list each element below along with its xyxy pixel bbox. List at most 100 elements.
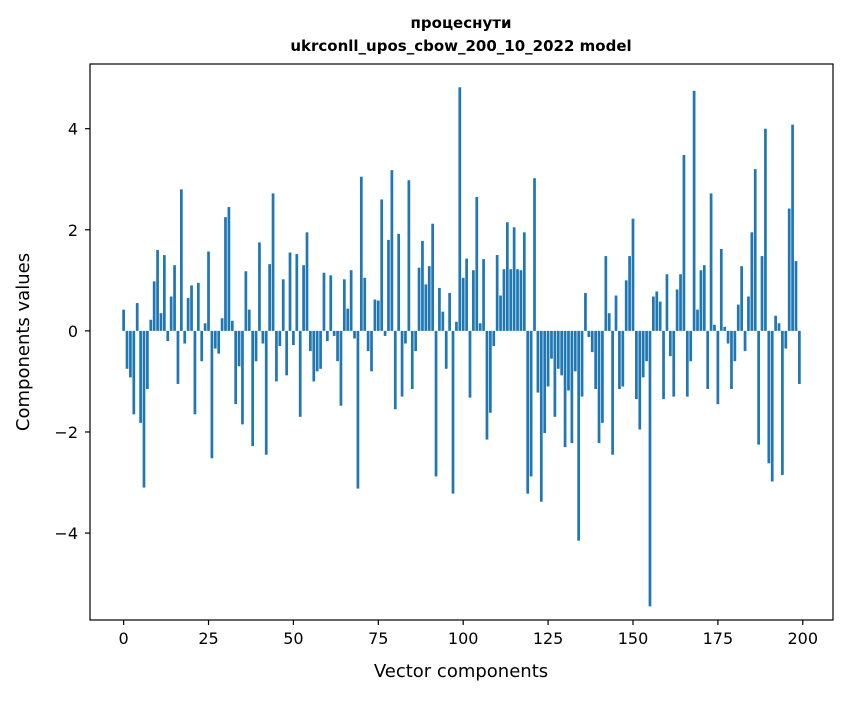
bar xyxy=(309,330,312,352)
y-tick-label: −2 xyxy=(54,423,78,442)
bar xyxy=(529,330,533,477)
bar xyxy=(142,330,146,488)
bar xyxy=(156,250,159,331)
bar xyxy=(200,330,204,362)
bar xyxy=(536,330,540,393)
bar xyxy=(716,330,720,405)
bar xyxy=(696,309,699,331)
bar xyxy=(635,330,638,400)
bar xyxy=(455,321,458,331)
bar xyxy=(251,330,255,447)
bar xyxy=(685,330,689,397)
bar xyxy=(580,330,584,397)
bar xyxy=(190,285,193,331)
x-tick-label: 100 xyxy=(448,629,479,648)
bar xyxy=(183,330,187,344)
bar xyxy=(709,193,713,331)
bar xyxy=(713,324,716,331)
bar xyxy=(166,330,170,341)
bar xyxy=(539,330,543,502)
bar xyxy=(203,323,207,331)
bar xyxy=(370,330,373,372)
bar xyxy=(706,330,710,390)
bar xyxy=(730,330,733,390)
bar xyxy=(740,266,744,331)
bar xyxy=(258,242,261,331)
x-tick-label: 50 xyxy=(283,629,303,648)
bar xyxy=(567,330,570,391)
bar xyxy=(152,281,156,331)
bar xyxy=(791,124,794,331)
bar xyxy=(397,233,401,331)
bar xyxy=(353,330,356,339)
bar xyxy=(465,258,468,331)
bar xyxy=(414,330,418,352)
bar xyxy=(264,330,268,455)
bar xyxy=(237,330,241,367)
bar xyxy=(777,323,781,331)
bar xyxy=(129,330,132,378)
bar xyxy=(648,330,652,607)
bar xyxy=(468,330,472,398)
bar xyxy=(597,330,601,444)
bar xyxy=(573,330,577,372)
bar xyxy=(760,256,764,331)
bar xyxy=(132,330,136,415)
x-axis-ticks: 0 25 50 75 100 125 150 175 200 xyxy=(119,620,818,648)
bar xyxy=(546,330,550,387)
bar xyxy=(618,330,621,390)
bar xyxy=(315,330,319,372)
bar xyxy=(509,269,513,331)
bar xyxy=(550,330,553,359)
bar xyxy=(363,277,367,331)
bar xyxy=(519,270,523,331)
bar xyxy=(512,227,516,331)
bar xyxy=(434,330,438,477)
bar xyxy=(624,280,628,331)
bar xyxy=(607,313,611,331)
bar xyxy=(417,267,421,331)
bar xyxy=(590,330,594,353)
bar xyxy=(207,251,210,331)
bar xyxy=(495,255,499,331)
bar xyxy=(723,326,727,331)
bar xyxy=(427,266,431,331)
bar xyxy=(499,295,502,331)
bar xyxy=(268,264,271,331)
bar xyxy=(404,330,407,344)
bar xyxy=(295,254,299,331)
bar xyxy=(577,330,581,541)
bar xyxy=(563,330,567,448)
bar xyxy=(285,330,288,376)
bar xyxy=(387,239,390,331)
bar xyxy=(753,169,757,331)
bar xyxy=(478,323,482,331)
bar xyxy=(658,301,662,331)
bar xyxy=(505,222,509,331)
bar xyxy=(217,330,221,354)
bar xyxy=(275,330,278,382)
bar xyxy=(213,330,217,349)
bar xyxy=(652,296,655,331)
bar xyxy=(193,330,197,415)
bar xyxy=(169,296,173,331)
bar xyxy=(458,87,462,331)
bar xyxy=(322,272,326,331)
bar xyxy=(781,330,784,475)
bar xyxy=(482,259,485,331)
bar xyxy=(584,292,587,331)
bar xyxy=(641,330,645,378)
bar xyxy=(489,330,492,413)
bar xyxy=(702,265,706,331)
bar xyxy=(224,217,227,331)
bar xyxy=(278,330,282,347)
bar xyxy=(329,275,333,331)
bar xyxy=(757,330,760,445)
bar xyxy=(699,270,703,331)
bar xyxy=(288,252,292,331)
x-tick-label: 150 xyxy=(618,629,649,648)
y-axis-ticks: −4 −2 0 2 4 xyxy=(54,120,90,543)
bar xyxy=(319,330,322,369)
bar xyxy=(451,330,455,494)
bar xyxy=(326,330,329,341)
